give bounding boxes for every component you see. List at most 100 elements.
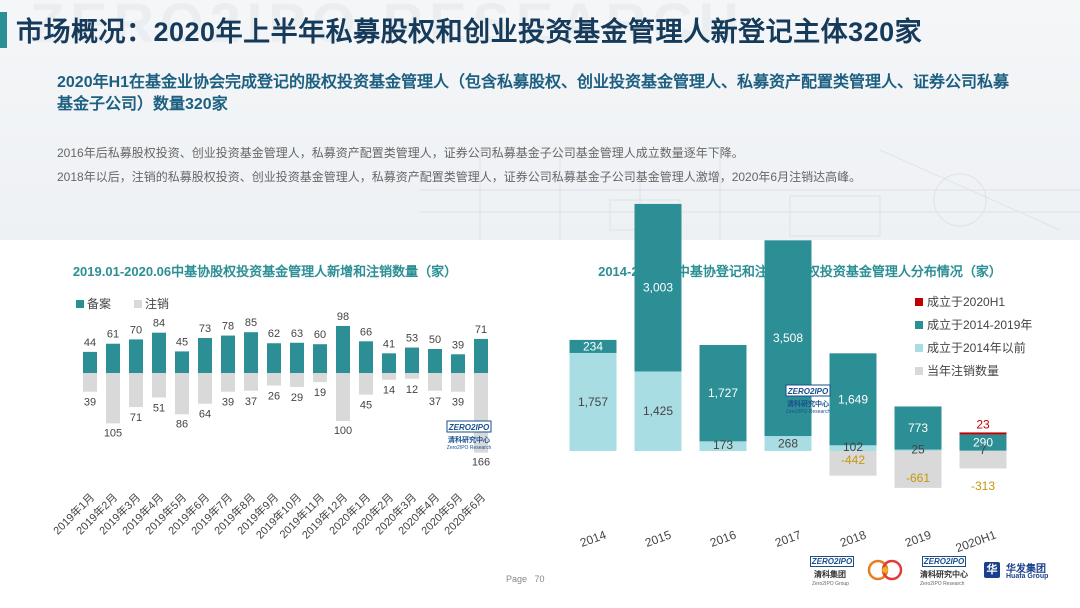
bar-cancel [451, 373, 465, 392]
data-label-cancel: 37 [245, 396, 257, 408]
huafa-cn: 华发集团 [1006, 564, 1046, 575]
legend-label: 成立于2014-2019年 [927, 317, 1032, 332]
bar-2014-2019 [959, 434, 1007, 451]
bar-cancel [175, 373, 189, 415]
bar-new [106, 343, 120, 373]
bar-2014-2019 [634, 203, 682, 372]
legend-swatch-cancel [134, 300, 142, 308]
data-label-new: 78 [222, 321, 234, 333]
legend-swatch [915, 298, 923, 306]
bar-cancel [336, 373, 350, 421]
page-value: 70 [534, 574, 545, 584]
bar-new [290, 342, 304, 373]
data-label-new: 63 [291, 328, 303, 340]
data-label-cancel: 37 [429, 396, 441, 408]
data-label-cancel: 64 [199, 409, 211, 421]
bar-cancel [244, 373, 258, 391]
legend-swatch [915, 367, 923, 375]
bar-cancel [313, 373, 327, 383]
page-number: Page 70 [506, 574, 545, 584]
data-label-cancel: 26 [268, 390, 280, 402]
data-label-new: 45 [176, 336, 188, 348]
legend-label-cancel: 注销 [145, 296, 169, 311]
anniversary-ring-logo [867, 559, 903, 581]
data-label-new: 44 [84, 337, 96, 349]
bar-new [474, 338, 488, 373]
data-label-before-2014: 102 [843, 440, 863, 454]
data-label-2014-2019: 1,649 [838, 392, 868, 406]
page-subtitle: 2020年H1在基金业协会完成登记的股权投资基金管理人（包含私募股权、创业投资基… [57, 74, 1010, 113]
legend-swatch [915, 321, 923, 329]
bar-new [382, 353, 396, 373]
x-tick-label: 2015 [643, 528, 673, 550]
data-label-cancel: 39 [452, 397, 464, 409]
watermark-en: Zero2IPO Research [447, 445, 492, 451]
watermark-mark: ZERO2IPO [448, 423, 490, 432]
data-label-cancel: 86 [176, 418, 188, 430]
bar-new [198, 337, 212, 373]
bar-2020h1 [959, 432, 1007, 435]
logo-en: Zero2IPO Research [920, 581, 965, 587]
bar-new [152, 332, 166, 373]
logo-cn: 清科集团 [814, 570, 846, 579]
data-label-cancel: 12 [406, 384, 418, 396]
data-label-new: 53 [406, 333, 418, 345]
left-chart-title: 2019.01-2020.06中基协股权投资基金管理人新增和注销数量（家） [72, 264, 458, 279]
bar-new [405, 347, 419, 373]
bar-new [336, 325, 350, 373]
watermark-mark: ZERO2IPO [787, 387, 829, 396]
data-label-2014-2019: 290 [973, 436, 993, 450]
watermark-cn: 清科研究中心 [448, 435, 490, 444]
legend-label: 当年注销数量 [927, 363, 999, 378]
data-label-before-2014: 25 [911, 442, 925, 456]
data-label-new: 84 [153, 318, 165, 330]
data-label-2020h1: 23 [976, 417, 990, 431]
data-label-2014-2019: 3,003 [643, 281, 673, 295]
data-label-cancel: 71 [130, 412, 142, 424]
huafa-group-logo: 华 华发集团 Huafa Group [984, 560, 1074, 590]
x-tick-label: 2019 [903, 528, 933, 550]
bar-new [129, 339, 143, 373]
bar-cancel [267, 373, 281, 386]
data-label-new: 50 [429, 334, 441, 346]
logo-en: Zero2IPO Group [812, 581, 849, 587]
data-label-before-2014: 7 [980, 443, 987, 457]
bar-cancelled [959, 451, 1007, 469]
description-line-1: 2016年后私募股权投资、创业投资基金管理人，私募资产配置类管理人，证券公司私募… [57, 146, 744, 160]
bar-cancel [405, 373, 419, 379]
bar-new [313, 344, 327, 373]
bar-cancelled [829, 451, 877, 476]
bar-before-2014 [569, 352, 617, 451]
bar-cancel [129, 373, 143, 408]
legend-label: 成立于2020H1 [927, 294, 1005, 309]
watermark-text: ZERO2IPO RESEARCH [30, 0, 745, 54]
bar-cancel [221, 373, 235, 392]
bar-2014-2019 [699, 344, 747, 442]
logo-cn: 清科研究中心 [920, 570, 968, 579]
data-label-new: 61 [107, 329, 119, 341]
data-label-2014-2019: 3,508 [773, 331, 803, 345]
bar-cancel [359, 373, 373, 395]
bar-cancel [474, 373, 488, 453]
legend-swatch-new [76, 300, 84, 308]
data-label-new: 98 [337, 311, 349, 323]
data-label-cancel: 39 [84, 397, 96, 409]
data-label-new: 70 [130, 324, 142, 336]
zero2ipo-research-logo: ZERO2IPO 清科研究中心 Zero2IPO Research [918, 556, 974, 596]
x-tick-label: 2014 [578, 528, 608, 550]
bar-cancel [83, 373, 97, 392]
hero-background: ZERO2IPO RESEARCH [0, 0, 1080, 240]
bar-cancel [152, 373, 166, 398]
data-label-new: 41 [383, 338, 395, 350]
page-label: Page [506, 574, 528, 584]
data-label-cancel: 105 [104, 427, 122, 439]
bar-before-2014 [699, 441, 747, 451]
data-label-new: 71 [475, 324, 487, 336]
x-tick-label: 2017 [773, 528, 803, 550]
bar-before-2014 [764, 436, 812, 451]
x-tick-label: 2018 [838, 528, 868, 550]
bar-new [359, 341, 373, 373]
bar-new [451, 354, 465, 373]
data-label-new: 62 [268, 328, 280, 340]
title-accent-bar [0, 12, 7, 48]
